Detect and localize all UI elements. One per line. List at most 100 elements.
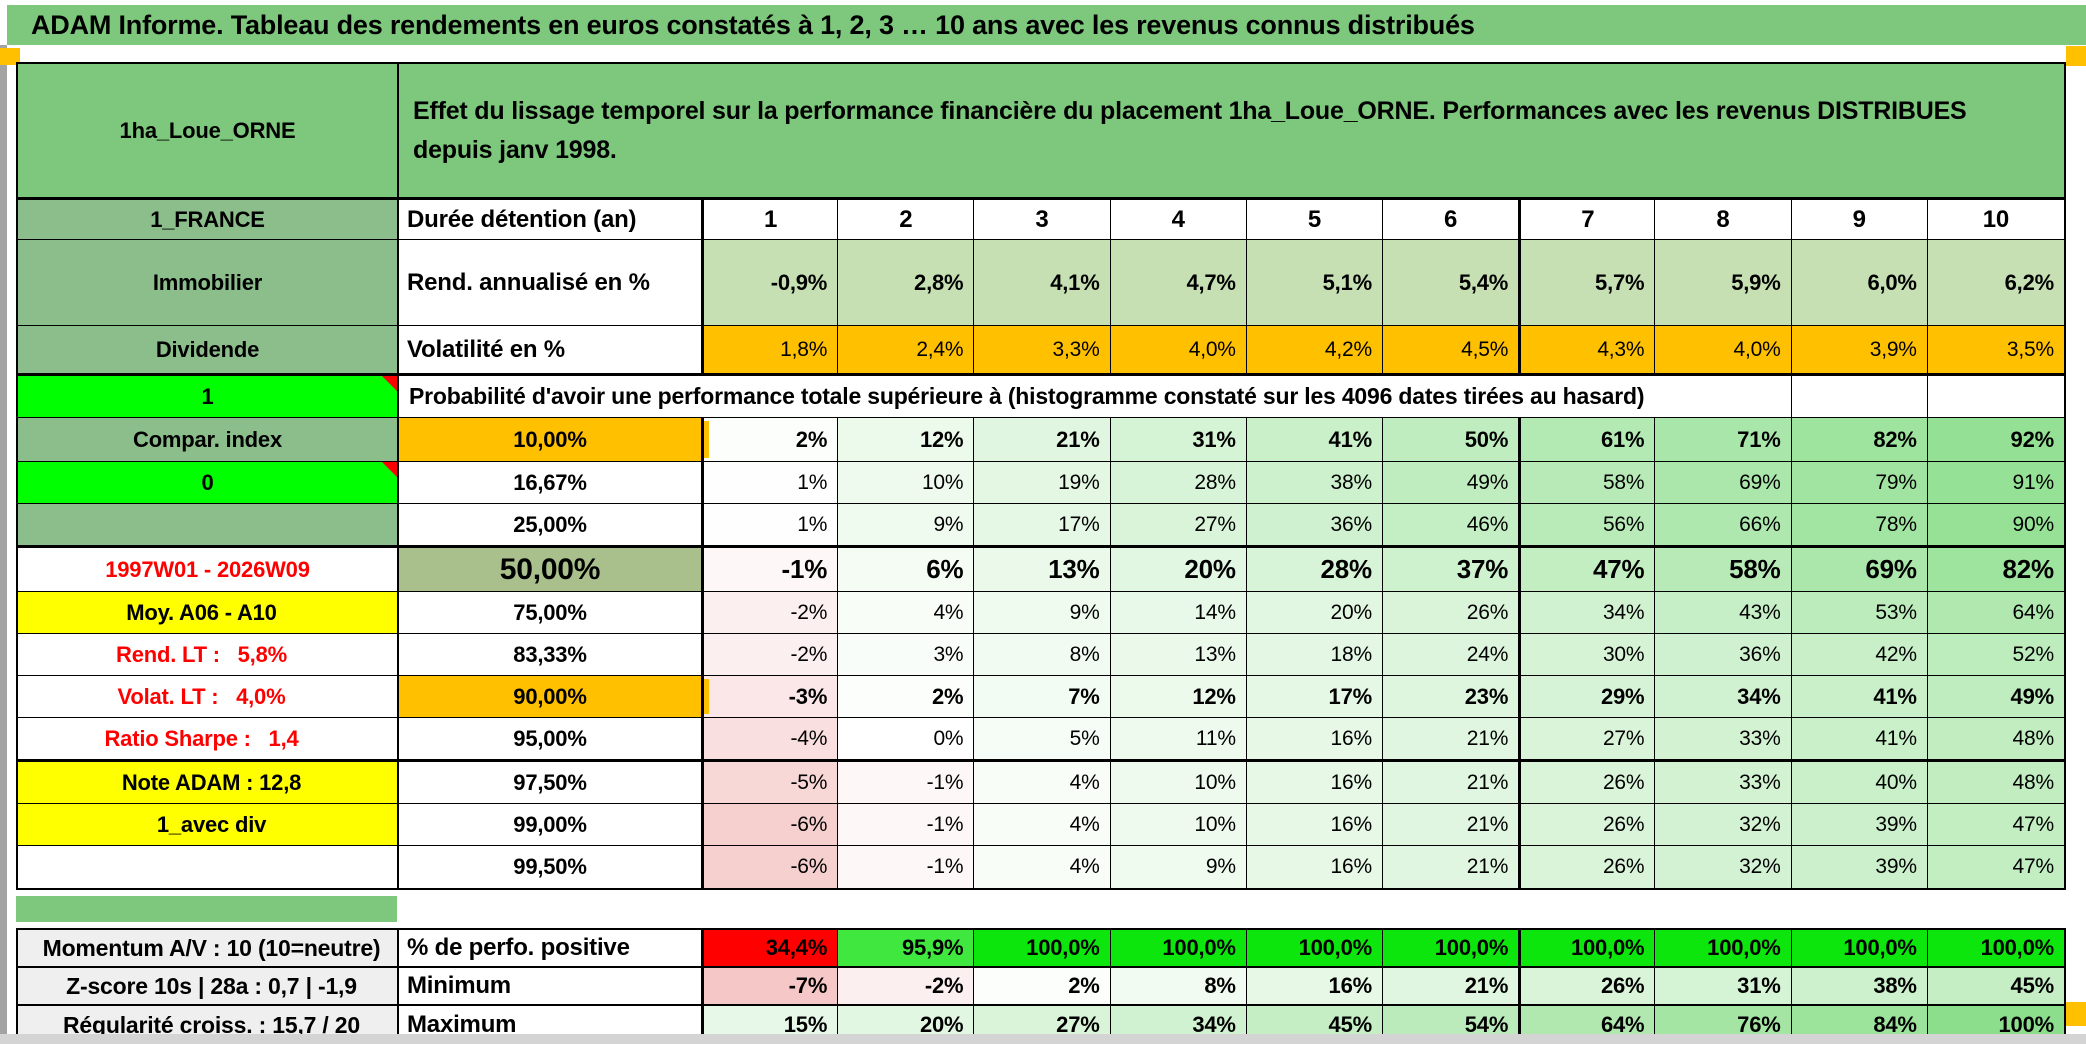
value-cell[interactable]: 38% [1791, 968, 1928, 1006]
value-cell[interactable]: 19% [974, 462, 1111, 504]
value-cell[interactable]: 61% [1519, 418, 1656, 462]
value-cell[interactable]: 1 [702, 200, 839, 240]
value-cell[interactable]: 23% [1382, 676, 1520, 718]
value-cell[interactable]: 33% [1655, 762, 1792, 804]
value-cell[interactable]: 12% [838, 418, 975, 462]
metric-cell[interactable]: 25,00% [399, 504, 702, 546]
row-label-cell[interactable]: 0 [18, 462, 399, 504]
row-label-cell[interactable]: Moy. A06 - A10 [18, 592, 399, 634]
value-cell[interactable]: 10% [1110, 762, 1247, 804]
value-cell[interactable]: 56% [1519, 504, 1656, 546]
value-cell[interactable]: 5,4% [1382, 240, 1520, 326]
value-cell[interactable]: 2% [974, 968, 1111, 1006]
metric-cell[interactable]: 16,67% [399, 462, 702, 504]
value-cell[interactable]: 26% [1519, 846, 1656, 888]
row-label-cell[interactable]: Volat. LT : 4,0% [18, 676, 399, 718]
value-cell[interactable]: 38% [1246, 462, 1383, 504]
value-cell[interactable]: 42% [1791, 634, 1928, 676]
value-cell[interactable]: 48% [1927, 762, 2064, 804]
value-cell[interactable]: 69% [1655, 462, 1792, 504]
value-cell[interactable]: 26% [1519, 762, 1656, 804]
value-cell[interactable]: 17% [974, 504, 1111, 546]
value-cell[interactable]: 9 [1791, 200, 1928, 240]
value-cell[interactable]: 49% [1927, 676, 2064, 718]
sheet-title-cell[interactable]: ADAM Informe. Tableau des rendements en … [7, 5, 2086, 45]
value-cell[interactable]: 18% [1246, 634, 1383, 676]
value-cell[interactable]: 31% [1110, 418, 1247, 462]
value-cell[interactable]: 9% [838, 504, 975, 546]
value-cell[interactable]: 13% [974, 548, 1111, 592]
value-cell[interactable]: 39% [1791, 846, 1928, 888]
value-cell[interactable]: 4% [974, 846, 1111, 888]
metric-cell[interactable]: 99,50% [399, 846, 702, 888]
value-cell[interactable]: -6% [702, 846, 839, 888]
value-cell[interactable]: -1% [838, 846, 975, 888]
value-cell[interactable]: 78% [1791, 504, 1928, 546]
value-cell[interactable]: 20% [1110, 548, 1247, 592]
value-cell[interactable]: 100,0% [1110, 930, 1247, 968]
value-cell[interactable]: 100,0% [1246, 930, 1383, 968]
value-cell[interactable]: 100,0% [1791, 930, 1928, 968]
value-cell[interactable]: 34% [1519, 592, 1656, 634]
row-label-cell[interactable]: 1997W01 - 2026W09 [18, 548, 399, 592]
value-cell[interactable]: 9% [974, 592, 1111, 634]
value-cell[interactable]: 41% [1246, 418, 1383, 462]
value-cell[interactable]: 5,1% [1246, 240, 1383, 326]
separator-cell[interactable] [16, 896, 397, 922]
value-cell[interactable]: 27% [1519, 718, 1656, 760]
value-cell[interactable]: 26% [1519, 804, 1656, 846]
value-cell[interactable]: 26% [1382, 592, 1520, 634]
value-cell[interactable]: 45% [1927, 968, 2064, 1006]
value-cell[interactable]: 21% [1382, 968, 1520, 1006]
value-cell[interactable]: 100,0% [1382, 930, 1520, 968]
value-cell[interactable]: -5% [702, 762, 839, 804]
value-cell[interactable]: -3% [702, 676, 839, 718]
value-cell[interactable]: 28% [1110, 462, 1247, 504]
value-cell[interactable]: 4% [974, 762, 1111, 804]
value-cell[interactable]: 91% [1927, 462, 2064, 504]
value-cell[interactable]: -2% [838, 968, 975, 1006]
value-cell[interactable]: 8 [1655, 200, 1792, 240]
value-cell[interactable]: -6% [702, 804, 839, 846]
placement-description-cell[interactable]: Effet du lissage temporel sur la perform… [399, 64, 2064, 198]
value-cell[interactable]: 92% [1927, 418, 2064, 462]
metric-cell[interactable]: 95,00% [399, 718, 702, 760]
value-cell[interactable]: 52% [1927, 634, 2064, 676]
value-cell[interactable]: 100,0% [974, 930, 1111, 968]
value-cell[interactable]: 58% [1655, 548, 1792, 592]
value-cell[interactable]: 46% [1382, 504, 1520, 546]
value-cell[interactable]: 4% [838, 592, 975, 634]
row-label-cell[interactable]: Compar. index [18, 418, 399, 462]
value-cell[interactable]: 21% [1382, 718, 1520, 760]
value-cell[interactable]: 4,0% [1110, 326, 1247, 374]
value-cell[interactable]: 21% [1382, 846, 1520, 888]
value-cell[interactable]: 79% [1791, 462, 1928, 504]
value-cell[interactable]: 43% [1655, 592, 1792, 634]
value-cell[interactable]: 5 [1246, 200, 1383, 240]
value-cell[interactable]: -2% [702, 592, 839, 634]
value-cell[interactable]: 58% [1519, 462, 1656, 504]
value-cell[interactable]: 4,3% [1519, 326, 1656, 374]
value-cell[interactable]: 6 [1382, 200, 1520, 240]
metric-cell[interactable]: Volatilité en % [399, 326, 702, 374]
value-cell[interactable]: 26% [1519, 968, 1656, 1006]
value-cell[interactable]: -1% [702, 548, 839, 592]
value-cell[interactable]: 12% [1110, 676, 1247, 718]
value-cell[interactable]: 36% [1246, 504, 1383, 546]
row-label-cell[interactable]: Momentum A/V : 10 (10=neutre) [18, 930, 399, 968]
metric-cell[interactable]: % de perfo. positive [399, 930, 702, 968]
value-cell[interactable]: 29% [1519, 676, 1656, 718]
row-label-cell[interactable]: Immobilier [18, 240, 399, 326]
value-cell[interactable]: 14% [1110, 592, 1247, 634]
value-cell[interactable]: 100,0% [1927, 930, 2064, 968]
value-cell[interactable]: 3,5% [1927, 326, 2064, 374]
value-cell[interactable]: 10% [1110, 804, 1247, 846]
value-cell[interactable]: 39% [1791, 804, 1928, 846]
value-cell[interactable]: 16% [1246, 846, 1383, 888]
row-label-cell[interactable]: Note ADAM : 12,8 [18, 762, 399, 804]
value-cell[interactable]: 31% [1655, 968, 1792, 1006]
value-cell[interactable]: 34,4% [702, 930, 839, 968]
row-label-cell[interactable]: 1 [18, 376, 399, 418]
value-cell[interactable]: 24% [1382, 634, 1520, 676]
value-cell[interactable]: -2% [702, 634, 839, 676]
